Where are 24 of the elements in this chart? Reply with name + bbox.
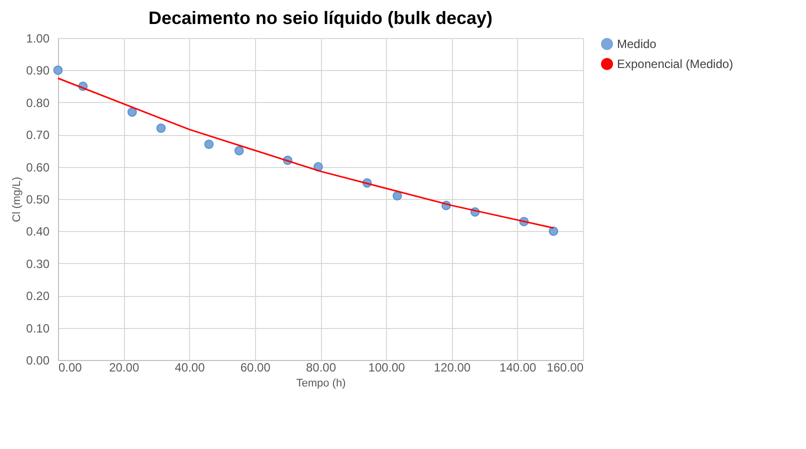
x-tick-label: 160.00 — [546, 360, 584, 374]
y-tick-label: 0.30 — [26, 256, 50, 271]
y-tick-label: 0.20 — [26, 289, 50, 304]
chart-title: Decaimento no seio líquido (bulk decay) — [148, 8, 493, 28]
x-tick-label: 0.00 — [58, 360, 82, 374]
y-tick-label: 1.00 — [26, 32, 50, 46]
y-tick-label: 0.10 — [26, 321, 50, 336]
x-tick-label: 120.00 — [434, 360, 471, 374]
x-tick-label: 140.00 — [500, 360, 537, 374]
y-tick-label: 0.90 — [26, 64, 50, 78]
y-axis-title: Cl (mg/L) — [11, 176, 24, 222]
y-tick-label: 0.60 — [26, 160, 50, 174]
legend-label: Medido — [617, 37, 657, 51]
y-tick-label: 0.80 — [26, 96, 50, 110]
y-tick-label: 0.50 — [26, 192, 50, 206]
x-axis-title: Tempo (h) — [296, 378, 346, 390]
legend-label: Exponencial (Medido) — [617, 57, 734, 71]
y-tick-label: 0.70 — [26, 128, 50, 142]
x-tick-label: 40.00 — [174, 360, 206, 374]
x-tick-label: 20.00 — [109, 360, 140, 374]
x-tick-label: 60.00 — [240, 360, 271, 374]
x-tick-label: 100.00 — [368, 360, 406, 374]
y-tick-label: 0.40 — [26, 224, 50, 239]
x-tick-label: 80.00 — [306, 360, 336, 374]
